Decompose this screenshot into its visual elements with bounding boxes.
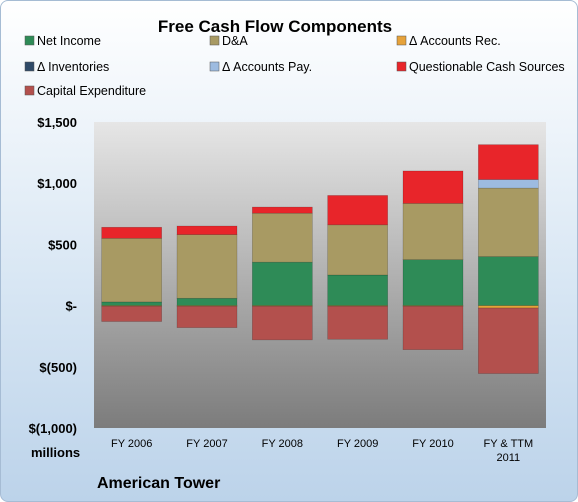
y-tick-label: $500	[48, 237, 77, 252]
legend-label-capital-expenditure: Capital Expenditure	[37, 84, 146, 98]
legend-swatch-net-income	[24, 35, 35, 46]
bar-segment-capital-expenditure	[402, 305, 464, 350]
x-axis-ticks: FY 2006 FY 2007 FY 2008 FY 2009 FY 2010 FY & …	[111, 438, 533, 464]
bars-group	[101, 144, 539, 374]
x-tick-label: FY 2008	[262, 438, 303, 450]
legend-swatch-delta-accounts-pay	[209, 61, 220, 72]
bar-segment-danda	[176, 234, 238, 299]
legend-swatch-danda	[209, 35, 220, 46]
x-tick-label: FY 2007	[186, 438, 227, 450]
company-label: American Tower	[97, 475, 220, 492]
bar-segment-questionable-cash-sources	[327, 195, 388, 226]
bar-segment-danda	[478, 187, 539, 257]
bar-segment-capital-expenditure	[252, 305, 313, 341]
bar-segment-net-income	[252, 261, 313, 306]
y-tick-label: $1,500	[37, 115, 77, 130]
bar-segment-danda	[101, 237, 162, 303]
bar-segment-net-income	[101, 301, 162, 306]
legend-label-questionable-cash-sources: Questionable Cash Sources	[409, 60, 565, 74]
bar-segment-net-income	[478, 256, 539, 306]
bar-segment-danda	[327, 224, 388, 276]
bar-segment-questionable-cash-sources	[176, 225, 238, 235]
x-tick-label: FY 2006	[111, 438, 152, 450]
legend: Net Income D&A Δ Accounts Rec. Δ Inventorie…	[24, 34, 565, 98]
bar-segment-capital-expenditure	[101, 305, 162, 322]
legend-label-delta-accounts-rec: Δ Accounts Rec.	[409, 34, 501, 48]
bar-segment-questionable-cash-sources	[478, 144, 539, 180]
legend-swatch-questionable-cash-sources	[396, 61, 407, 72]
chart-title: Free Cash Flow Components	[158, 17, 392, 36]
plot-area	[94, 122, 546, 428]
x-tick-label: FY & TTM 2011	[483, 438, 533, 464]
legend-label-delta-inventories: Δ Inventories	[37, 60, 109, 74]
legend-label-delta-accounts-pay: Δ Accounts Pay.	[222, 60, 312, 74]
bar-segment-questionable-cash-sources	[252, 206, 313, 214]
bar-segment-questionable-cash-sources	[402, 170, 464, 204]
x-tick-label: FY 2009	[337, 438, 378, 450]
legend-label-net-income: Net Income	[37, 34, 101, 48]
y-tick-label: $(1,000)	[29, 421, 77, 436]
y-axis-ticks: $(1,000) $(500) $- $500 $1,000 $1,500	[29, 115, 77, 436]
legend-swatch-capital-expenditure	[24, 85, 35, 96]
bar-segment-capital-expenditure	[176, 305, 238, 328]
bar-segment-danda	[252, 212, 313, 263]
units-label: millions	[31, 445, 80, 460]
legend-label-danda: D&A	[222, 34, 248, 48]
bar-segment-delta-accounts-pay	[478, 179, 539, 189]
bar-segment-questionable-cash-sources	[101, 226, 162, 239]
y-tick-label: $-	[65, 299, 77, 314]
bar-segment-capital-expenditure	[478, 307, 539, 374]
bar-segment-delta-accounts-rec	[478, 305, 539, 309]
bar-segment-net-income	[327, 274, 388, 306]
bar-segment-net-income	[402, 259, 464, 306]
bar-segment-net-income	[176, 297, 238, 306]
legend-swatch-delta-inventories	[24, 61, 35, 72]
x-tick-label: FY 2010	[412, 438, 453, 450]
bar-segment-danda	[402, 203, 464, 260]
bar-segment-capital-expenditure	[327, 305, 388, 340]
y-tick-label: $1,000	[37, 176, 77, 191]
y-tick-label: $(500)	[39, 360, 77, 375]
legend-swatch-delta-accounts-rec	[396, 35, 407, 46]
